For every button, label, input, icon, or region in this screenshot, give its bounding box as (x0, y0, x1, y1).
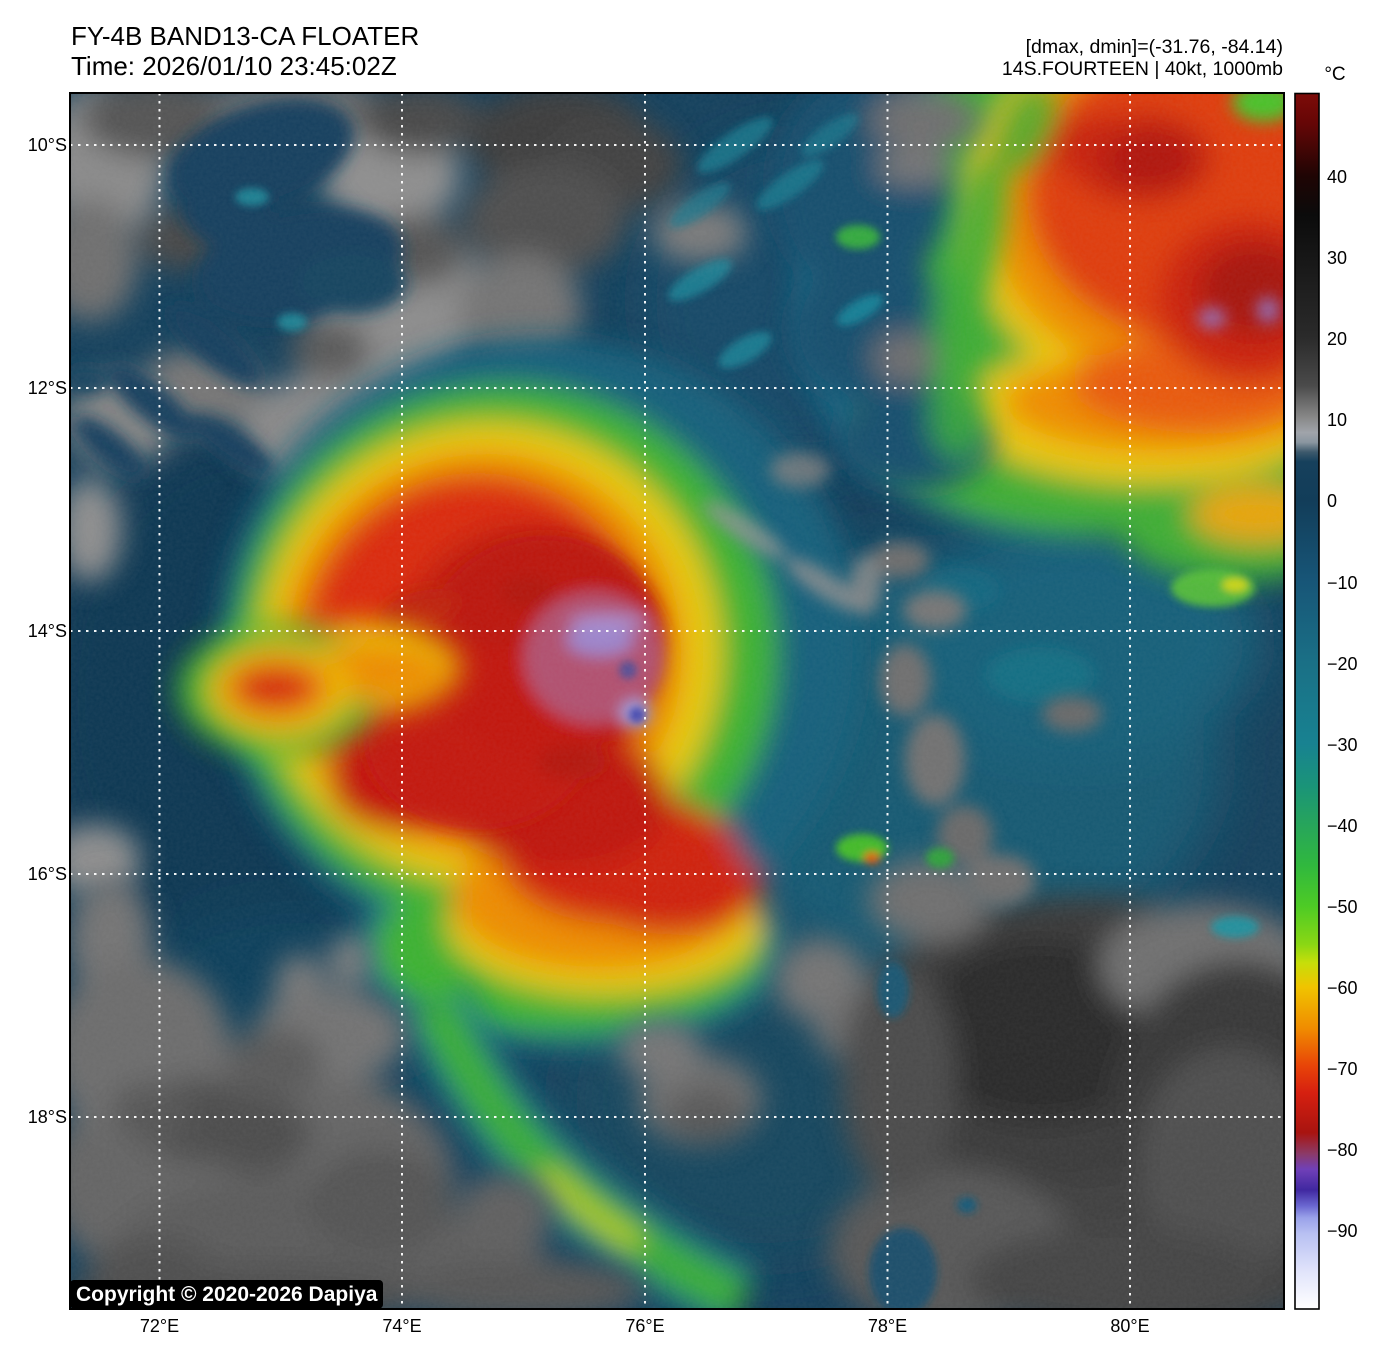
svg-text:76°E: 76°E (625, 1316, 664, 1336)
svg-text:20: 20 (1327, 329, 1347, 349)
svg-text:72°E: 72°E (140, 1316, 179, 1336)
svg-text:−10: −10 (1327, 573, 1358, 593)
svg-text:74°E: 74°E (382, 1316, 421, 1336)
svg-text:−80: −80 (1327, 1140, 1358, 1160)
svg-text:10°S: 10°S (28, 135, 67, 155)
svg-text:−40: −40 (1327, 816, 1358, 836)
svg-text:16°S: 16°S (28, 864, 67, 884)
svg-text:[dmax, dmin]=(-31.76, -84.14): [dmax, dmin]=(-31.76, -84.14) (1026, 36, 1283, 58)
svg-text:10: 10 (1327, 410, 1347, 430)
svg-text:14°S: 14°S (28, 621, 67, 641)
svg-text:80°E: 80°E (1110, 1316, 1149, 1336)
svg-text:FY-4B BAND13-CA FLOATER: FY-4B BAND13-CA FLOATER (71, 21, 419, 51)
svg-text:−20: −20 (1327, 654, 1358, 674)
svg-text:Time: 2026/01/10 23:45:02Z: Time: 2026/01/10 23:45:02Z (71, 51, 397, 81)
svg-text:18°S: 18°S (28, 1107, 67, 1127)
svg-text:−50: −50 (1327, 897, 1358, 917)
svg-text:−90: −90 (1327, 1221, 1358, 1241)
svg-text:Copyright © 2020-2026 Dapiya: Copyright © 2020-2026 Dapiya (76, 1283, 378, 1306)
svg-text:40: 40 (1327, 167, 1347, 187)
svg-text:12°S: 12°S (28, 378, 67, 398)
svg-text:°C: °C (1324, 64, 1345, 85)
svg-text:0: 0 (1327, 491, 1337, 511)
svg-text:78°E: 78°E (868, 1316, 907, 1336)
svg-text:−70: −70 (1327, 1059, 1358, 1079)
svg-text:14S.FOURTEEN | 40kt, 1000mb: 14S.FOURTEEN | 40kt, 1000mb (1002, 58, 1283, 80)
svg-text:−60: −60 (1327, 978, 1358, 998)
svg-text:−30: −30 (1327, 735, 1358, 755)
svg-text:30: 30 (1327, 248, 1347, 268)
